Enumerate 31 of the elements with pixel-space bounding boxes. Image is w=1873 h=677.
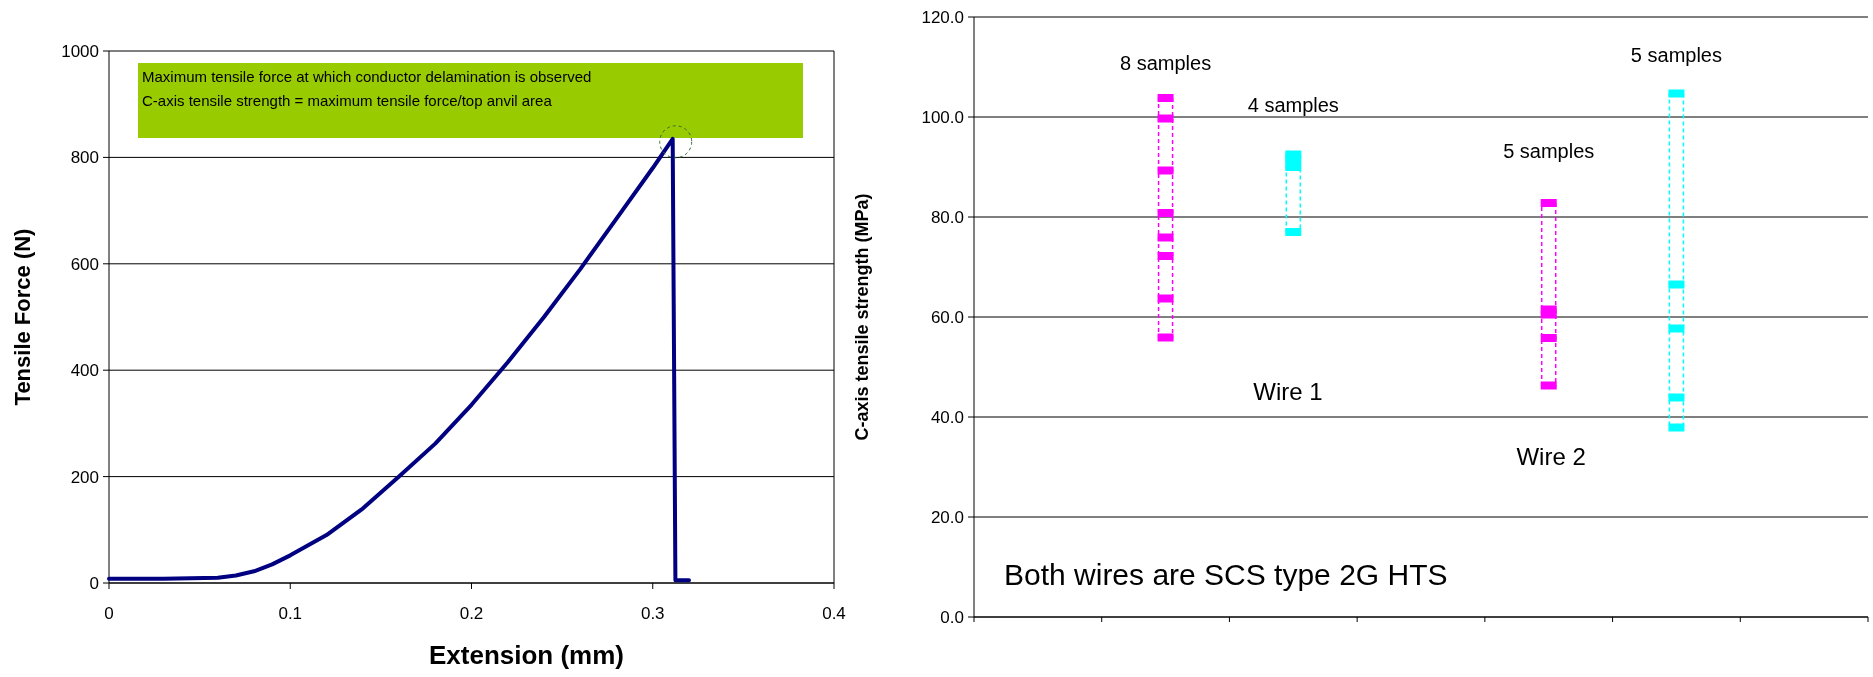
annotation: 8 samples <box>1119 52 1212 74</box>
annotation: 5 samples <box>1630 44 1723 66</box>
y-tick-label: 1000 <box>61 41 99 61</box>
annotation: Maximum tensile force at which conductor delamination is observed <box>142 68 592 85</box>
y-tick-label: 40.0 <box>930 407 964 427</box>
y-tick-label: 0.0 <box>940 607 964 627</box>
y-tick-label: 60.0 <box>930 307 964 327</box>
y-tick-label: 800 <box>70 148 99 168</box>
y-tick-label: 200 <box>70 467 99 487</box>
annotation: 4 samples <box>1247 94 1339 116</box>
y-tick-label: 80.0 <box>930 207 964 227</box>
x-tick-label: 0.2 <box>459 604 484 623</box>
annotation: 5 samples <box>1503 140 1595 162</box>
y-tick-label: 20.0 <box>930 507 964 527</box>
y-tick-label: 0 <box>89 573 99 593</box>
y-tick-label: 120.0 <box>921 7 964 27</box>
y-axis-title: C-axis tensile strength (MPa) <box>852 193 872 441</box>
annotation: C-axis tensile strength = maximum tensile force/top anvil area <box>142 92 553 109</box>
annotation: Both wires are SCS type 2G HTS <box>1004 558 1448 591</box>
annotation: Wire 1 <box>1253 378 1323 405</box>
y-tick-label: 100.0 <box>921 107 964 127</box>
x-tick-label: 0.1 <box>278 604 303 623</box>
annotation: Wire 2 <box>1516 443 1586 470</box>
x-tick-label: 0.4 <box>822 604 846 623</box>
x-tick-label: 0.3 <box>640 604 665 623</box>
line-series <box>107 136 691 583</box>
y-axis-title: Tensile Force (N) <box>10 228 35 406</box>
y-tick-label: 400 <box>70 361 99 381</box>
x-axis-title: Extension (mm) <box>428 640 625 670</box>
x-tick-label: 0 <box>104 604 114 623</box>
y-tick-label: 600 <box>70 254 99 274</box>
